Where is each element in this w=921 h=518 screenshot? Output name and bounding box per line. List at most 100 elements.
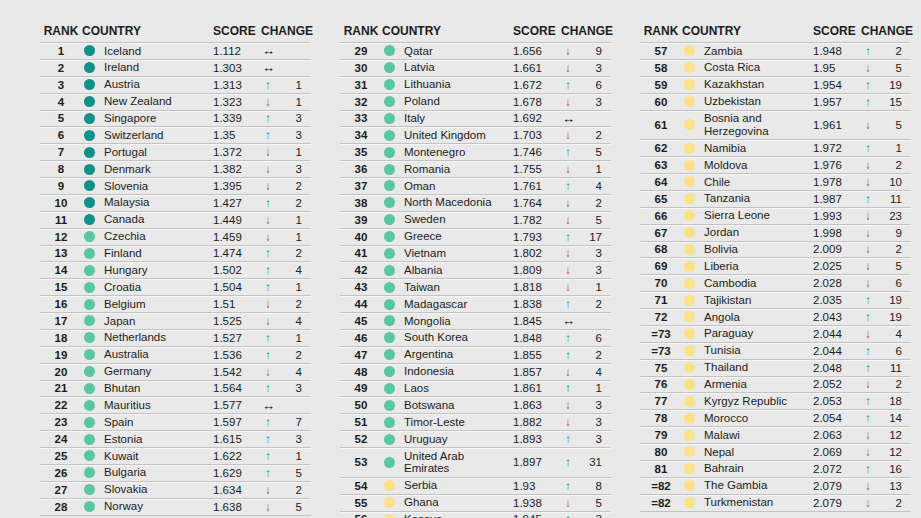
country-label: Switzerland [104,127,213,143]
table-row: 61Bosnia and Herzegovina1.961↓5 [640,110,911,140]
change-cell: ↑2 [561,349,611,361]
change-cell: ↑3 [561,513,611,518]
tier-dot-icon [384,231,395,242]
tier-dot-icon [384,96,395,107]
score-value: 1.755 [513,163,561,175]
change-value: 12 [875,429,911,441]
score-value: 1.661 [513,62,561,74]
rank-cell: 33 [340,112,382,124]
change-value: 1 [575,281,611,293]
country-label: Uzbekistan [704,94,813,110]
tier-dot-icon [384,434,395,445]
country-label: Australia [104,347,213,363]
tier-dot-icon [684,45,695,56]
change-value: 5 [275,467,311,479]
country-label: Cambodia [704,275,813,291]
tier-dot-cell [82,282,104,293]
score-value: 1.893 [513,433,561,445]
rank-cell: 18 [40,332,82,344]
tier-dot-icon [384,62,395,73]
score-value: 1.638 [213,501,261,513]
rank-cell: 23 [40,416,82,428]
tier-dot-icon [384,113,395,124]
down-arrow-icon: ↓ [561,163,575,175]
tier-dot-cell [682,345,704,356]
country-label: Slovakia [104,482,213,498]
rank-cell: 30 [340,62,382,74]
change-cell: ↓1 [261,214,311,226]
peace-index-ranking-table: RANKCOUNTRYSCORECHANGE1Iceland1.112↔2Ire… [0,0,921,518]
table-row: 77Kyrgyz Republic2.053↑18 [640,392,911,409]
score-value: 2.028 [813,277,861,289]
change-value: 6 [875,345,911,357]
tier-dot-cell [382,164,404,175]
score-value: 2.044 [813,345,861,357]
score-value: 1.395 [213,180,261,192]
country-label: Singapore [104,111,213,127]
change-value: 4 [575,180,611,192]
change-cell: ↑4 [261,264,311,276]
table-row: 47Argentina1.855↑2 [340,346,611,363]
country-label: Jordan [704,225,813,241]
tier-dot-cell [682,176,704,187]
table-row: 13Finland1.474↑2 [40,245,311,262]
table-row: 16Belgium1.51↓2 [40,295,311,312]
change-value: 3 [275,112,311,124]
tier-dot-cell [382,45,404,56]
score-value: 1.536 [213,349,261,361]
change-cell: ↑14 [861,412,911,424]
score-value: 1.838 [513,298,561,310]
rank-cell: 39 [340,214,382,226]
column-header: RANKCOUNTRYSCORECHANGE [340,20,611,42]
tier-dot-icon [384,299,395,310]
change-cell: ↑1 [861,142,911,154]
change-value: 19 [875,311,911,323]
tier-dot-cell [682,278,704,289]
down-arrow-icon: ↓ [561,416,575,428]
change-cell: ↓1 [261,146,311,158]
country-label: Lithuania [404,77,513,93]
score-value: 1.678 [513,96,561,108]
header-rank: RANK [40,24,82,38]
table-row: 46South Korea1.848↑6 [340,329,611,346]
change-value: 3 [275,129,311,141]
country-label: Canada [104,212,213,228]
table-row: 5Singapore1.339↑3 [40,110,311,127]
country-label: Austria [104,77,213,93]
score-value: 1.95 [813,62,861,74]
table-row: 81Bahrain2.072↑16 [640,460,911,477]
change-cell: ↓5 [861,62,911,74]
table-row: 8Denmark1.382↓3 [40,160,311,177]
table-row: 48Indonesia1.857↓4 [340,363,611,380]
rank-cell: 1 [40,45,82,57]
down-arrow-icon: ↓ [861,210,875,222]
change-value: 2 [875,159,911,171]
rank-cell: 7 [40,146,82,158]
change-value: 10 [875,176,911,188]
rank-cell: 25 [40,450,82,462]
down-arrow-icon: ↓ [861,277,875,289]
score-value: 1.112 [213,45,261,57]
change-value: 23 [875,210,911,222]
country-label: Mauritius [104,397,213,413]
change-cell: ↔ [261,60,311,75]
score-value: 2.052 [813,378,861,390]
up-arrow-icon: ↑ [261,382,275,394]
rank-cell: 43 [340,281,382,293]
country-label: Latvia [404,60,513,76]
change-cell: ↑19 [861,294,911,306]
tier-dot-icon [684,497,695,508]
score-value: 2.072 [813,463,861,475]
country-label: Thailand [704,360,813,376]
tier-dot-icon [384,214,395,225]
score-value: 2.069 [813,446,861,458]
rank-cell: =73 [640,345,682,357]
country-label: Malaysia [104,195,213,211]
rank-cell: 71 [640,294,682,306]
score-value: 2.043 [813,311,861,323]
country-label: Timor-Leste [404,414,513,430]
table-row: 4New Zealand1.323↓1 [40,93,311,110]
country-label: Bulgaria [104,465,213,481]
country-label: Tanzania [704,191,813,207]
down-arrow-icon: ↓ [861,497,875,509]
